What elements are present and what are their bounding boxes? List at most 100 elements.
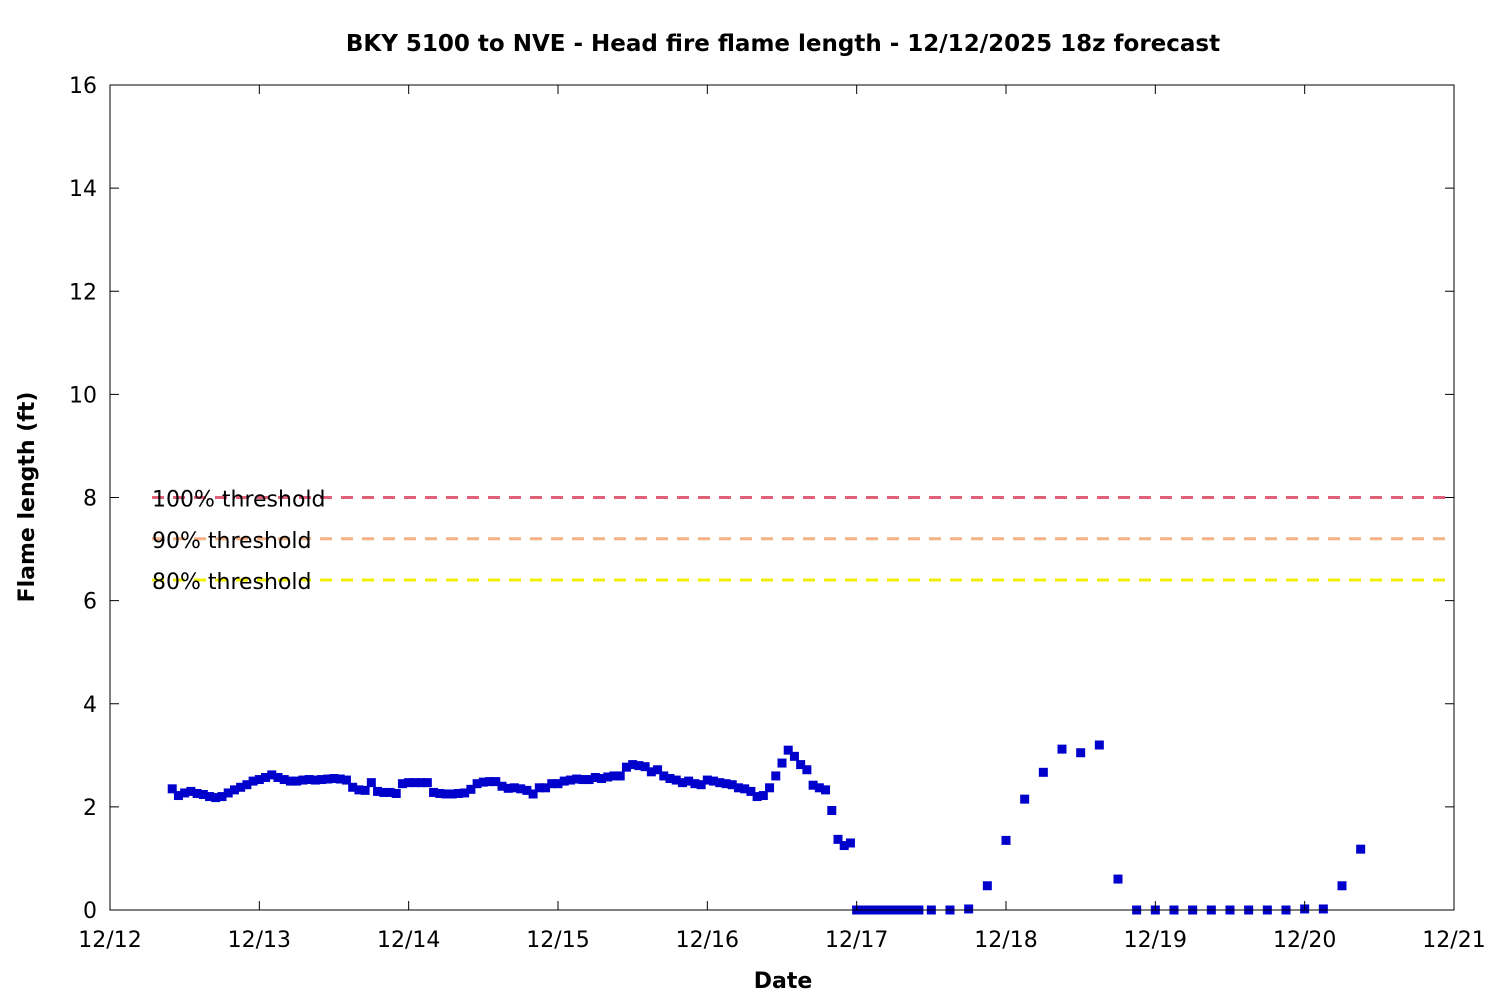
x-tick-label: 12/20 [1273, 928, 1336, 953]
data-point [609, 771, 619, 781]
data-point [733, 783, 743, 793]
data-point [677, 778, 687, 788]
data-point [447, 789, 457, 799]
data-point [397, 779, 407, 789]
threshold-label: 90% threshold [152, 529, 312, 554]
data-point [516, 784, 526, 794]
x-tick-label: 12/16 [676, 928, 739, 953]
x-axis-label: Date [754, 969, 813, 994]
data-point [746, 786, 756, 796]
y-tick-label: 12 [69, 280, 97, 305]
data-point [590, 772, 600, 782]
threshold-lines: 100% threshold 90% threshold 80% threshold [152, 488, 1454, 595]
y-tick-label: 6 [83, 590, 97, 615]
y-tick-label: 8 [83, 487, 97, 512]
x-tick-label: 12/21 [1422, 928, 1485, 953]
data-point [789, 751, 799, 761]
data-point [391, 788, 401, 798]
data-point [578, 775, 588, 785]
data-point [771, 771, 781, 781]
data-point [485, 777, 495, 787]
data-point [982, 881, 992, 891]
y-tick-label: 0 [83, 899, 97, 924]
data-point [236, 782, 246, 792]
data-point [1038, 767, 1048, 777]
data-point [410, 778, 420, 788]
data-point [1094, 740, 1104, 750]
data-point [808, 780, 818, 790]
data-point [584, 775, 594, 785]
data-point [385, 787, 395, 797]
data-point [1020, 794, 1030, 804]
data-point [323, 774, 333, 784]
data-point [329, 774, 339, 784]
data-point [603, 772, 613, 782]
data-point [285, 776, 295, 786]
data-point [765, 783, 775, 793]
data-points [167, 740, 1366, 915]
data-point [621, 762, 631, 772]
data-point [497, 781, 507, 791]
data-point [702, 775, 712, 785]
data-point [292, 776, 302, 786]
data-point [422, 778, 432, 788]
data-point [684, 776, 694, 786]
data-point [1001, 835, 1011, 845]
data-point [646, 767, 656, 777]
data-point [796, 760, 806, 770]
data-point [553, 779, 563, 789]
data-point [802, 765, 812, 775]
data-point [827, 805, 837, 815]
data-point [653, 765, 663, 775]
y-tick-label: 2 [83, 796, 97, 821]
y-tick-label: 4 [83, 693, 97, 718]
data-point [541, 783, 551, 793]
y-axis-ticks: 0 2 4 6 8 10 12 14 16 [69, 74, 1454, 924]
data-point [833, 834, 843, 844]
data-point [205, 792, 215, 802]
y-axis-label: Flame length (ft) [15, 392, 40, 603]
data-point [354, 785, 364, 795]
data-point [509, 783, 519, 793]
data-point [373, 786, 383, 796]
chart-title: BKY 5100 to NVE - Head fire flame length… [346, 31, 1220, 57]
data-point [435, 788, 445, 798]
data-point [441, 789, 451, 799]
data-point [416, 778, 426, 788]
data-point [491, 777, 501, 787]
data-point [192, 788, 202, 798]
data-point [298, 775, 308, 785]
data-point [559, 776, 569, 786]
data-point [1057, 744, 1067, 754]
data-point [1337, 881, 1347, 891]
data-point [659, 771, 669, 781]
data-point [466, 784, 476, 794]
data-point [628, 760, 638, 770]
data-point [267, 770, 277, 780]
y-tick-label: 14 [69, 177, 97, 202]
data-point [845, 838, 855, 848]
data-point [198, 790, 208, 799]
data-point [727, 780, 737, 790]
data-point [572, 774, 582, 784]
data-point [783, 745, 793, 755]
data-point [460, 788, 470, 798]
data-point [534, 783, 544, 793]
data-point [429, 787, 439, 797]
data-point [1076, 748, 1086, 758]
data-point [341, 775, 351, 785]
x-tick-label: 12/12 [78, 928, 141, 953]
y-tick-label: 10 [69, 383, 97, 408]
data-point [547, 779, 557, 789]
data-point [310, 775, 320, 785]
data-point [821, 785, 831, 795]
data-point [709, 776, 719, 786]
data-point [1356, 844, 1366, 854]
data-point [223, 788, 233, 798]
data-point [814, 783, 824, 793]
y-tick-label: 16 [69, 74, 97, 99]
data-point [758, 791, 768, 801]
data-point [671, 775, 681, 785]
data-point [839, 841, 849, 851]
